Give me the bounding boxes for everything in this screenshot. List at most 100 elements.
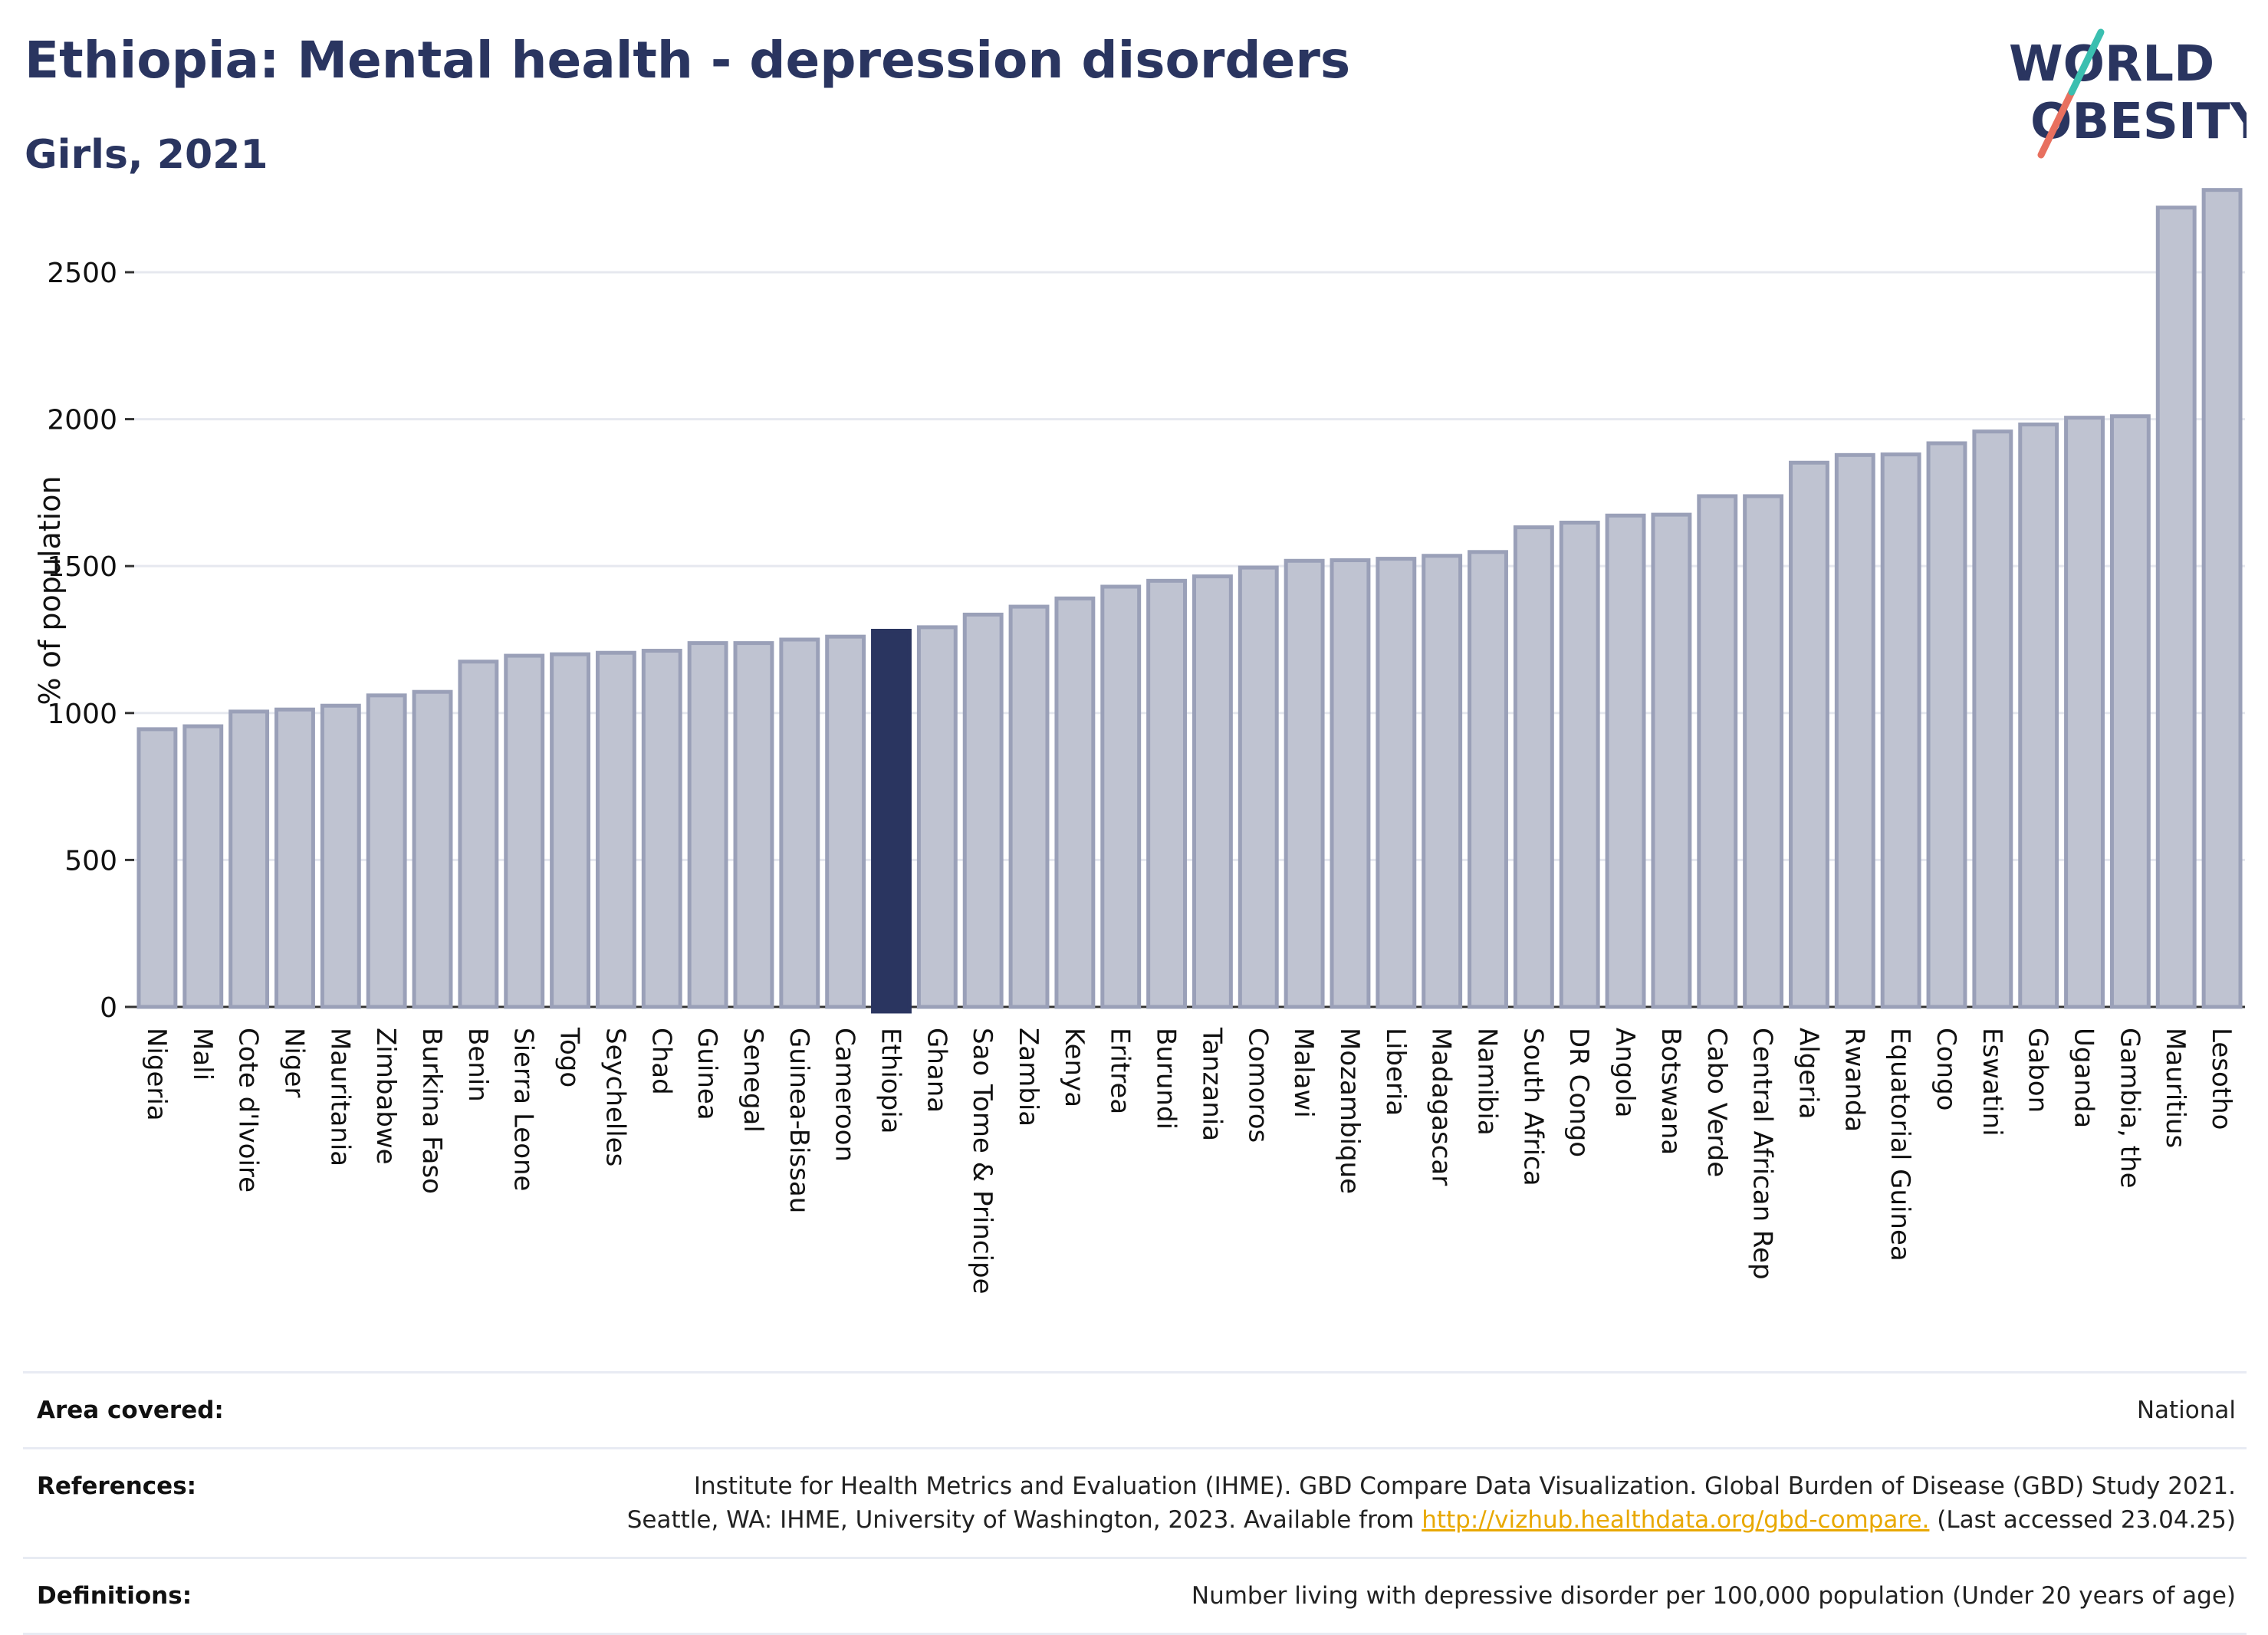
references-link[interactable]: http://vizhub.healthdata.org/gbd-compare… — [1422, 1506, 1930, 1534]
bar-angola — [1605, 513, 1646, 1009]
x-tick-label: Guinea-Bissau — [784, 1028, 814, 1213]
bar-algeria — [1789, 460, 1829, 1009]
bar-mali — [182, 724, 224, 1009]
bar-madagascar — [1422, 554, 1463, 1009]
references-value: Institute for Health Metrics and Evaluat… — [627, 1469, 2247, 1537]
bars — [136, 188, 2243, 1014]
x-tick-label: Senegal — [738, 1028, 768, 1133]
x-tick-label: Botswana — [1655, 1028, 1686, 1155]
bar-cabo-verde — [1697, 494, 1738, 1009]
bar-mauritius — [2155, 206, 2197, 1009]
bar-cote-d-ivoire — [228, 709, 270, 1009]
bar-kenya — [1054, 596, 1096, 1009]
bar-mozambique — [1330, 558, 1371, 1009]
x-tick-label: Gabon — [2023, 1028, 2053, 1113]
bar-eritrea — [1100, 584, 1142, 1009]
y-tick-label: 2000 — [47, 405, 117, 436]
references-accessed: (Last accessed 23.04.25) — [1929, 1506, 2236, 1534]
x-tick-label: Ethiopia — [875, 1028, 906, 1133]
x-tick-label: Ghana — [921, 1028, 952, 1113]
x-tick-label: Nigeria — [141, 1028, 172, 1121]
x-tick-label: Equatorial Guinea — [1885, 1028, 1915, 1262]
bar-rwanda — [1834, 452, 1875, 1009]
x-tick-label: Niger — [278, 1028, 309, 1097]
area-covered-label: Area covered: — [37, 1396, 224, 1424]
bar-nigeria — [136, 727, 178, 1009]
bar-zambia — [1008, 604, 1050, 1009]
x-tick-label: Kenya — [1059, 1028, 1090, 1107]
y-tick-label: 0 — [100, 992, 117, 1024]
bar-niger — [274, 707, 315, 1009]
bar-seychelles — [595, 650, 636, 1009]
bar-malawi — [1284, 558, 1325, 1009]
definitions-label: Definitions: — [37, 1582, 192, 1610]
x-tick-label: Liberia — [1380, 1028, 1411, 1116]
x-tick-label: Guinea — [692, 1028, 722, 1120]
y-tick-label: 2500 — [47, 258, 117, 289]
x-tick-label: Cabo Verde — [1701, 1028, 1732, 1177]
x-tick-label: Comoros — [1242, 1028, 1273, 1143]
x-tick-label: Burundi — [1151, 1028, 1182, 1130]
x-tick-label: Burkina Faso — [416, 1028, 447, 1194]
bar-chad — [641, 649, 682, 1009]
chart-subtitle: Girls, 2021 — [25, 132, 268, 178]
area-covered-value: National — [2136, 1396, 2236, 1424]
chart-title: Ethiopia: Mental health - depression dis… — [25, 31, 1351, 90]
x-tick-label: Zambia — [1013, 1028, 1044, 1127]
bar-guinea — [687, 641, 728, 1009]
y-tick-label: 1500 — [47, 551, 117, 583]
x-tick-label: Cote d'Ivoire — [233, 1028, 264, 1193]
bar-botswana — [1651, 512, 1692, 1009]
bar-togo — [550, 652, 590, 1009]
chart-footer: Area covered: National References: Insti… — [23, 1371, 2247, 1635]
footer-references: References: Institute for Health Metrics… — [23, 1447, 2247, 1557]
bar-burkina-faso — [412, 689, 453, 1009]
bar-gabon — [2018, 422, 2059, 1009]
bar-congo — [1926, 441, 1967, 1009]
x-tick-label: Eswatini — [1977, 1028, 2007, 1137]
bar-eswatini — [1972, 429, 2013, 1009]
bar-zimbabwe — [366, 693, 407, 1009]
x-tick-label: DR Congo — [1563, 1028, 1594, 1157]
x-tick-label: Mauritania — [324, 1028, 355, 1166]
bar-uganda — [2064, 416, 2105, 1009]
definitions-value: Number living with depressive disorder p… — [1191, 1582, 2236, 1610]
references-label: References: — [37, 1472, 197, 1500]
references-line-2: Seattle, WA: IHME, University of Washing… — [626, 1506, 1422, 1534]
x-tick-label: Sierra Leone — [508, 1028, 539, 1191]
bar-burundi — [1146, 578, 1188, 1009]
x-tick-label: Angola — [1609, 1028, 1640, 1117]
footer-definitions: Definitions: Number living with depressi… — [23, 1557, 2247, 1635]
x-tick-label: Mali — [187, 1028, 218, 1081]
bar-comoros — [1238, 565, 1279, 1009]
x-tick-label: Mauritius — [2160, 1028, 2191, 1148]
bar-dr-congo — [1559, 520, 1600, 1009]
bar-south-africa — [1513, 525, 1554, 1009]
bar-benin — [458, 660, 499, 1009]
bar-chart: 0 500 1000 1500 2000 2500 Nigeria Mali Cote d'I… — [33, 188, 2245, 1295]
x-tick-labels: Nigeria Mali Cote d'Ivoire Niger Mauritania Z… — [141, 1027, 2237, 1295]
footer-area-covered: Area covered: National — [23, 1371, 2247, 1447]
x-tick-label: Cameroon — [830, 1028, 860, 1162]
logo-line-1: WORLD — [2009, 36, 2214, 93]
x-tick-label: Tanzania — [1196, 1027, 1227, 1141]
bar-ghana — [916, 625, 958, 1009]
x-tick-label: Lesotho — [2206, 1028, 2237, 1130]
bar-guinea-bissau — [779, 637, 820, 1009]
x-tick-label: Zimbabwe — [370, 1028, 401, 1165]
x-tick-label: Malawi — [1288, 1028, 1319, 1118]
world-obesity-logo: WORLD OBESITY — [2009, 28, 2247, 159]
x-tick-label: Seychelles — [600, 1028, 630, 1166]
y-axis-label: % of population — [33, 475, 67, 705]
bar-cameroon — [825, 634, 866, 1009]
x-tick-label: Mozambique — [1334, 1028, 1365, 1194]
bar-senegal — [733, 641, 774, 1009]
x-tick-label: Eritrea — [1105, 1028, 1136, 1114]
bar-ethiopia — [871, 628, 912, 1014]
bar-sierra-leone — [504, 653, 545, 1009]
x-tick-label: Gambia, the — [2114, 1028, 2145, 1189]
x-tick-label: Benin — [462, 1028, 493, 1102]
x-tick-label: Algeria — [1793, 1028, 1823, 1119]
bar-tanzania — [1192, 574, 1233, 1009]
y-tick-label: 500 — [64, 845, 117, 877]
